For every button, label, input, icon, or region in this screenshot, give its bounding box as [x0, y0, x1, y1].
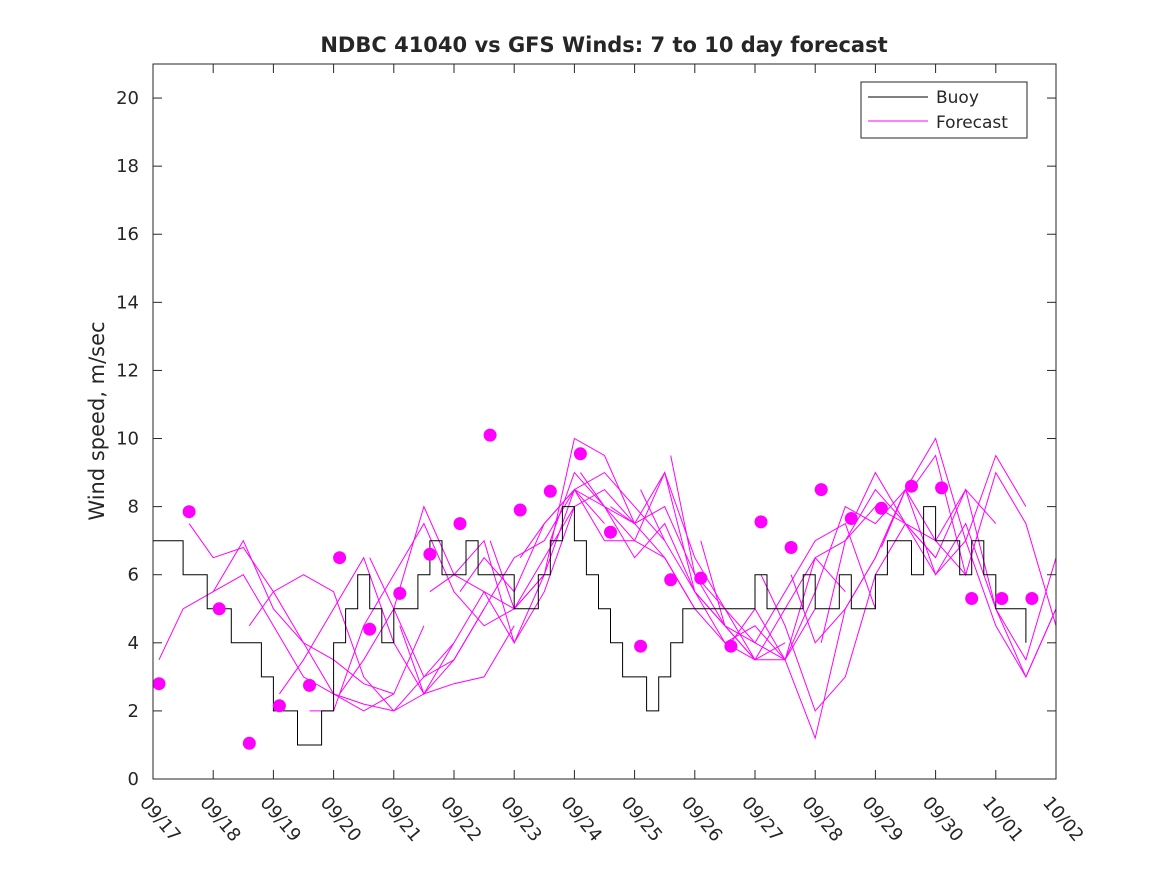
legend-forecast-label: Forecast	[936, 113, 1008, 133]
y-tick-label: 4	[128, 633, 139, 654]
forecast-line-25	[911, 454, 1057, 626]
forecast-point	[874, 501, 888, 515]
forecast-point	[483, 428, 497, 442]
forecast-point	[182, 505, 196, 519]
plot-area	[152, 428, 1057, 750]
y-axis: 0 2 4 6 8 10 12 14 16 18 20	[116, 88, 1056, 790]
forecast-point	[784, 541, 798, 554]
forecast-point	[694, 571, 708, 585]
forecast-point	[543, 484, 557, 498]
forecast-point	[212, 602, 226, 616]
forecast-point	[634, 639, 648, 653]
y-tick-label: 14	[116, 292, 139, 313]
forecast-point	[363, 622, 377, 636]
y-tick-label: 20	[116, 88, 139, 109]
forecast-line-3	[248, 574, 485, 712]
y-axis-label: Wind speed, m/sec	[85, 321, 109, 520]
forecast-point	[333, 551, 347, 565]
legend: Buoy Forecast	[860, 81, 1028, 139]
forecast-point	[965, 592, 979, 605]
forecast-point	[453, 517, 467, 531]
forecast-point	[573, 447, 587, 461]
forecast-point	[664, 573, 678, 587]
forecast-point	[393, 586, 407, 600]
y-tick-label: 18	[116, 156, 139, 177]
forecast-point	[272, 699, 286, 713]
y-tick-label: 8	[128, 497, 139, 518]
forecast-point	[935, 481, 949, 495]
forecast-line-23	[850, 471, 1057, 662]
y-tick-label: 16	[116, 224, 139, 245]
forecast-point	[604, 525, 617, 539]
forecast-point	[814, 483, 828, 497]
y-tick-label: 2	[128, 701, 139, 722]
legend-box	[860, 81, 1028, 139]
forecast-line-24	[880, 437, 1057, 678]
forecast-line-5	[309, 522, 545, 712]
forecast-point	[724, 639, 738, 653]
y-tick-label: 0	[128, 769, 139, 790]
chart-title: NDBC 41040 vs GFS Winds: 7 to 10 day for…	[320, 33, 887, 57]
plot-frame	[152, 63, 1057, 780]
forecast-point	[995, 592, 1009, 605]
forecast-point	[513, 503, 527, 517]
forecast-line-0	[158, 574, 395, 712]
y-tick-label: 6	[128, 565, 139, 586]
forecast-point	[242, 736, 256, 750]
buoy-line	[153, 506, 1027, 746]
forecast-point	[905, 479, 918, 493]
forecast-point	[844, 512, 858, 525]
forecast-point	[423, 547, 437, 561]
forecast-line-22	[820, 488, 1057, 679]
y-tick-label: 10	[116, 429, 139, 450]
y-tick-label: 12	[116, 360, 139, 381]
legend-buoy-label: Buoy	[936, 88, 979, 108]
forecast-point	[1025, 592, 1039, 605]
forecast-point	[754, 515, 768, 529]
forecast-point	[152, 677, 166, 691]
forecast-point	[303, 678, 316, 692]
